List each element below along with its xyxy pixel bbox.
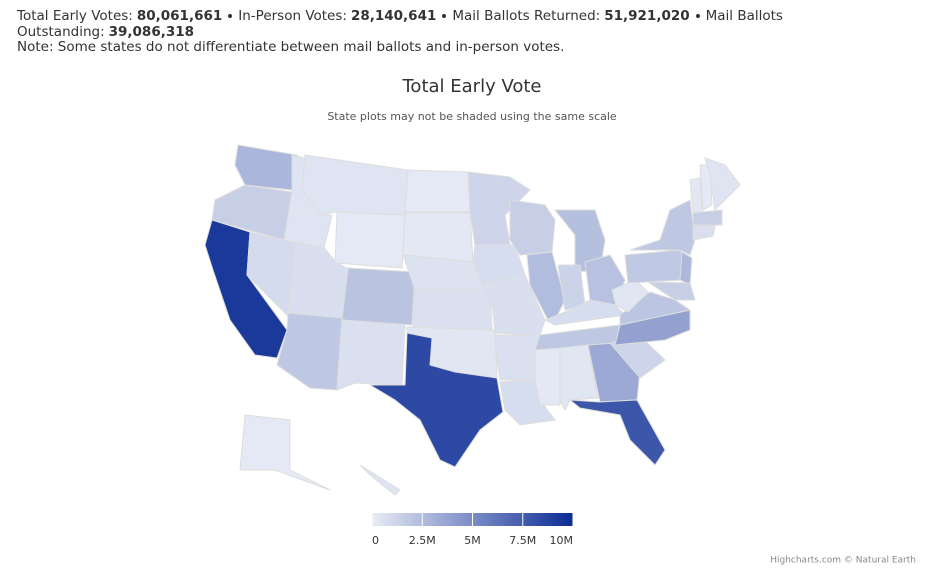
stat-label: Mail Ballots Outstanding: xyxy=(17,8,783,40)
stat: In-Person Votes: 28,140,641 xyxy=(238,8,436,24)
separator xyxy=(442,14,447,18)
legend-label: 0 xyxy=(372,534,379,547)
state xyxy=(234,144,298,191)
legend-label: 5M xyxy=(464,534,481,547)
state xyxy=(276,312,343,391)
separator xyxy=(695,14,700,18)
stat-value: 80,061,661 xyxy=(136,8,223,24)
state xyxy=(246,231,297,317)
state xyxy=(619,291,692,326)
stat-label: Mail Ballots Returned: xyxy=(452,8,601,24)
state xyxy=(629,199,696,256)
state xyxy=(679,251,693,286)
stat-value: 28,140,641 xyxy=(350,8,437,24)
state xyxy=(494,334,541,381)
legend-label: 7.5M xyxy=(509,534,536,547)
stat-label: Total Early Votes: xyxy=(17,8,133,24)
stat: Total Early Votes: 80,061,661 xyxy=(17,8,222,24)
state xyxy=(301,154,409,216)
map xyxy=(204,144,741,496)
chart-subtitle: State plots may not be shaded using the … xyxy=(327,110,617,123)
chart: Total Early Vote State plots may not be … xyxy=(204,76,916,566)
state xyxy=(341,267,416,326)
separator xyxy=(228,14,233,18)
legend-label: 2.5M xyxy=(409,534,436,547)
stat-value: 51,921,020 xyxy=(604,8,690,24)
note: Note: Some states do not differentiate b… xyxy=(17,39,565,55)
state xyxy=(404,169,471,213)
state xyxy=(704,157,741,212)
state xyxy=(692,209,723,226)
state xyxy=(359,464,401,496)
state xyxy=(509,199,556,256)
legend-label: 10M xyxy=(550,534,574,547)
state xyxy=(239,414,331,491)
stat-label: In-Person Votes: xyxy=(238,8,347,24)
stat: Mail Ballots Outstanding: 39,086,318 xyxy=(17,8,783,40)
state xyxy=(402,212,474,263)
state xyxy=(412,289,493,331)
state xyxy=(368,332,504,468)
state xyxy=(568,399,666,466)
state xyxy=(334,211,406,269)
state xyxy=(467,171,531,246)
state xyxy=(543,299,627,326)
chart-title: Total Early Vote xyxy=(402,76,542,97)
stat-value: 39,086,318 xyxy=(108,24,195,40)
state xyxy=(534,347,561,406)
credits: Highcharts.com © Natural Earth xyxy=(770,556,916,566)
state xyxy=(692,225,716,241)
state xyxy=(689,177,703,213)
stats-line: Total Early Votes: 80,061,661 In-Person Vo… xyxy=(17,8,928,40)
state xyxy=(646,281,696,301)
state xyxy=(336,319,406,391)
stat: Mail Ballots Returned: 51,921,020 xyxy=(452,8,689,24)
